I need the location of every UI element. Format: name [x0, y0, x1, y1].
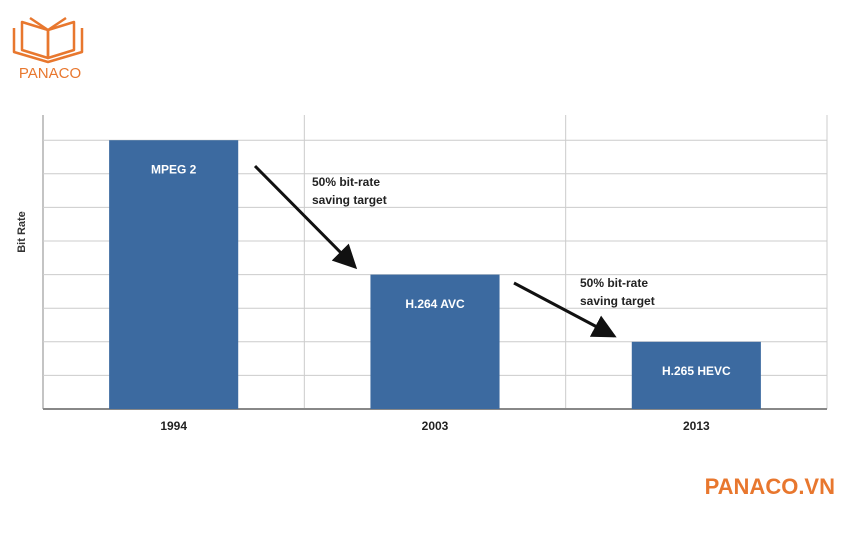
- bar-label: H.264 AVC: [405, 297, 465, 311]
- x-tick-label: 2003: [422, 419, 449, 433]
- annotation: 50% bit-rate: [580, 276, 648, 290]
- bar: [631, 341, 761, 409]
- annotation: saving target: [312, 193, 387, 207]
- logo-text: PANACO: [19, 65, 81, 82]
- footer-text: PANACO.VN: [705, 474, 835, 499]
- bar-label: MPEG 2: [151, 162, 197, 176]
- bar: [109, 140, 239, 409]
- annotation: 50% bit-rate: [312, 175, 380, 189]
- arrow: [513, 281, 617, 338]
- bar-label: H.265 HEVC: [662, 364, 731, 378]
- x-tick-label: 1994: [160, 419, 187, 433]
- annotation: saving target: [580, 294, 655, 308]
- x-tick-label: 2013: [683, 419, 710, 433]
- arrow: [253, 164, 358, 270]
- y-axis-label: Bit Rate: [16, 211, 28, 253]
- bar: [370, 274, 500, 409]
- logo-icon: [12, 16, 84, 64]
